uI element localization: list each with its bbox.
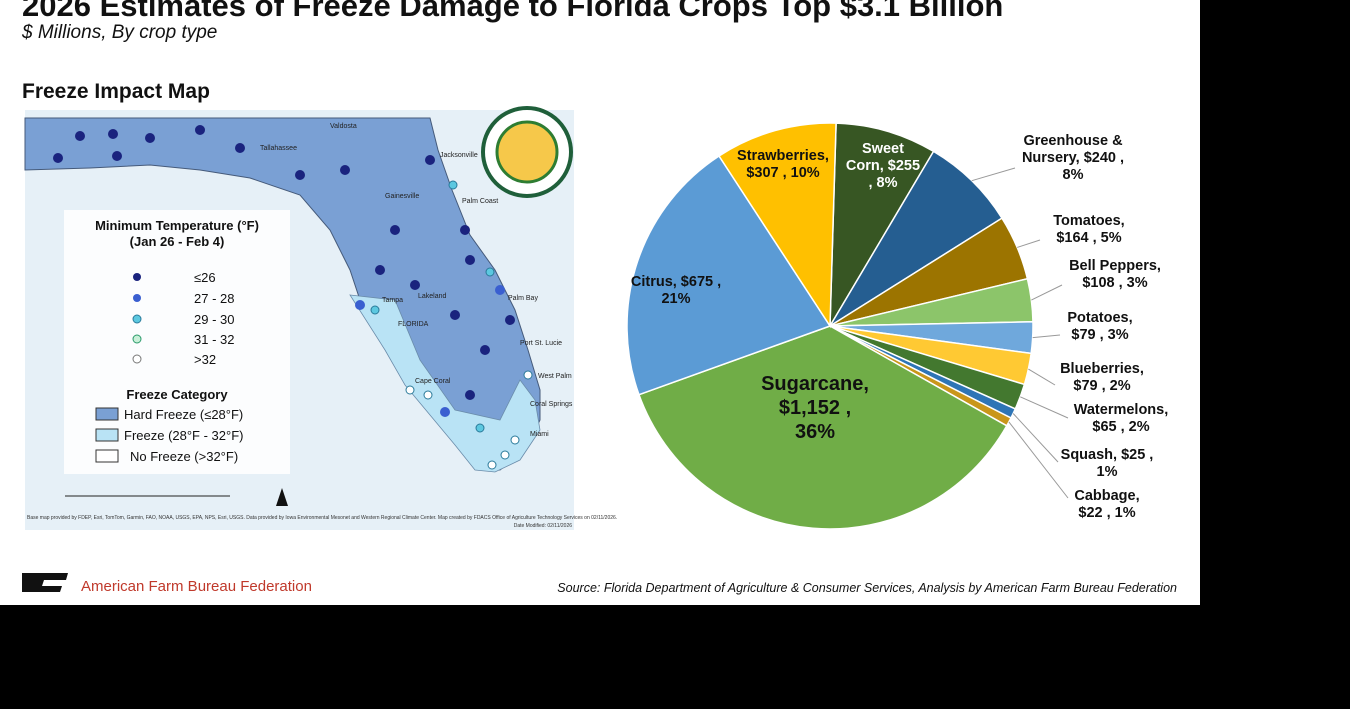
legend-title: Minimum Temperature (°F) — [95, 218, 259, 233]
legend-item: >32 — [194, 352, 216, 367]
legend-category-title: Freeze Category — [126, 387, 228, 402]
place-label: Jacksonville — [440, 152, 478, 159]
legend-dot — [132, 334, 142, 344]
pie-slice — [626, 154, 832, 396]
pie-slice — [718, 122, 837, 329]
footer-organization: American Farm Bureau Federation — [81, 578, 312, 595]
data-label: Citrus, $675 , 21% — [631, 274, 721, 307]
place-label: Port St. Lucie — [520, 340, 562, 347]
legend-item: Hard Freeze (≤28°F) — [124, 407, 243, 422]
legend-item: ≤26 — [194, 270, 216, 285]
leader-line — [1028, 368, 1056, 386]
data-label: Squash, $25 , 1% — [1061, 447, 1154, 480]
data-label: Greenhouse & Nursery, $240 , 8% — [1022, 133, 1124, 183]
map-dots-cyan — [370, 180, 495, 433]
data-label: Watermelons, $65 , 2% — [1074, 402, 1169, 435]
card: 2026 Estimates of Freeze Damage to Flori… — [0, 0, 1200, 605]
leader-line — [1017, 239, 1041, 248]
legend-dot — [133, 294, 141, 302]
legend-swatch — [95, 407, 119, 421]
map-title: Freeze Impact Map — [22, 80, 210, 103]
pie-slice — [829, 122, 935, 327]
data-label: Bell Peppers, $108 , 3% — [1069, 258, 1161, 291]
data-label: Sweet Corn, $255, 8% — [846, 141, 920, 191]
legend-dot — [133, 273, 141, 281]
legend-swatch — [95, 428, 119, 442]
data-label: Blueberries, $79 , 2% — [1060, 361, 1144, 394]
place-label: Tampa — [382, 297, 403, 304]
place-label: Palm Bay — [508, 295, 538, 302]
leader-line — [971, 167, 1016, 182]
freeze-region — [349, 294, 541, 473]
footer-source: Source: Florida Department of Agricultur… — [557, 581, 1177, 595]
data-label: Cabbage, $22 , 1% — [1074, 488, 1139, 521]
leader-line — [1032, 334, 1061, 339]
legend-dot — [132, 354, 142, 364]
north-arrow — [276, 488, 288, 506]
place-label: Cape Coral — [415, 378, 451, 385]
leader-line — [1012, 413, 1059, 463]
place-label: West Palm — [538, 373, 572, 380]
place-label: Lakeland — [418, 293, 447, 300]
data-label: Potatoes, $79 , 3% — [1067, 310, 1132, 343]
place-label: Tallahassee — [260, 145, 297, 152]
leader-line — [1031, 284, 1063, 301]
map-dots-light — [355, 285, 505, 417]
map: Minimum Temperature (°F) (Jan 26 - Feb 4… — [24, 106, 617, 530]
place-label: FLORIDA — [398, 321, 429, 328]
legend-dot — [132, 314, 142, 324]
place-label: Palm Coast — [462, 198, 498, 205]
legend-item: No Freeze (>32°F) — [130, 449, 238, 464]
leader-line — [1020, 396, 1069, 419]
map-date: Date Modified: 02/11/2026 — [514, 523, 573, 529]
map-dots-white — [405, 370, 533, 470]
place-label: Miami — [530, 431, 549, 438]
data-label: Sugarcane, $1,152 , 36% — [761, 373, 869, 443]
place-label: Coral Springs — [530, 401, 573, 408]
legend-item: 27 - 28 — [194, 291, 234, 306]
place-label: Valdosta — [330, 123, 357, 130]
chart: 2026 Estimates of Freeze Damage to Flori… — [21, 0, 1177, 595]
legend-swatch — [95, 449, 119, 463]
chart-subtitle: $ Millions, By crop type — [21, 22, 217, 43]
map-credit: Base map provided by FDEP, Esri, TomTom,… — [27, 515, 617, 521]
seal-inner — [495, 120, 559, 184]
legend-item: 31 - 32 — [194, 332, 234, 347]
chart-title: 2026 Estimates of Freeze Damage to Flori… — [22, 0, 1003, 23]
map-dots — [53, 125, 515, 400]
data-label: Strawberries, $307 , 10% — [737, 148, 829, 181]
pie-slice — [829, 150, 1004, 327]
data-label: Tomatoes, $164 , 5% — [1053, 213, 1124, 246]
leader-line — [1008, 421, 1069, 499]
legend-item: 29 - 30 — [194, 312, 234, 327]
pie-slice — [638, 325, 1008, 530]
logo — [22, 573, 68, 592]
legend-subtitle: (Jan 26 - Feb 4) — [130, 234, 225, 249]
place-label: Gainesville — [385, 193, 419, 200]
legend-item: Freeze (28°F - 32°F) — [124, 428, 243, 443]
